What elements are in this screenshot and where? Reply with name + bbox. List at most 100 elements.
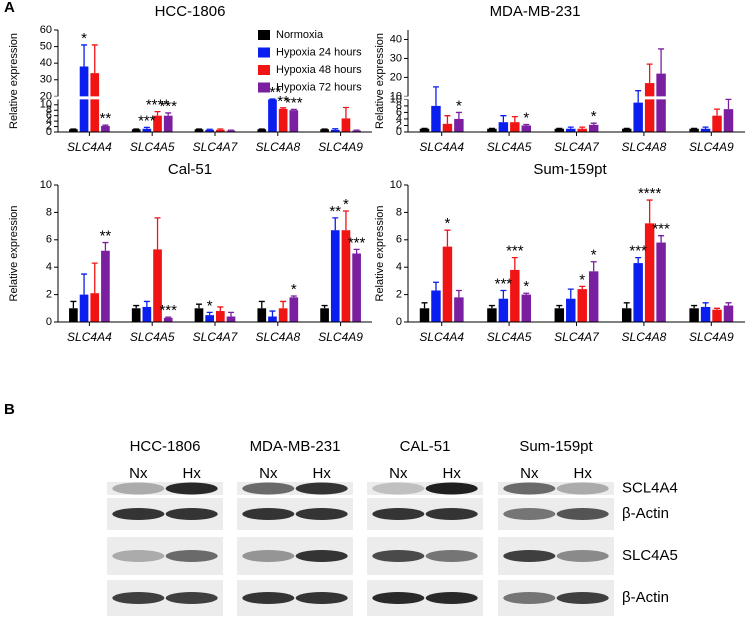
bar (289, 297, 299, 322)
y-tick-label: 6 (46, 110, 52, 122)
x-tick-label: SLC4A4 (419, 330, 464, 344)
bar (142, 306, 152, 322)
bar (194, 129, 204, 132)
bar (689, 308, 699, 322)
x-tick-label: SLC4A7 (554, 330, 600, 344)
bar (278, 308, 288, 322)
significance-label: *** (629, 243, 647, 260)
error-bar (154, 217, 161, 250)
lane-label: Nx (129, 465, 148, 482)
blot-band (165, 550, 218, 562)
bar (644, 83, 655, 132)
blot-band (372, 592, 425, 604)
axis-break (52, 96, 372, 100)
x-tick-label: SLC4A7 (554, 140, 600, 154)
bar (330, 230, 340, 322)
bar (510, 269, 520, 322)
error-bar (332, 217, 339, 231)
bar (644, 223, 655, 322)
error-bar (280, 300, 287, 309)
blot-band (425, 508, 478, 520)
y-tick-label: 8 (396, 100, 402, 112)
bar (320, 308, 329, 322)
y-tick-label: 10 (390, 179, 402, 191)
bar (90, 293, 100, 322)
bar (320, 129, 329, 132)
error-bar (290, 295, 297, 298)
blot-band (372, 550, 425, 562)
bar (226, 130, 236, 132)
bar (700, 128, 711, 132)
x-tick-label: SLC4A7 (193, 140, 239, 154)
error-bar (102, 124, 109, 127)
significance-label: * (579, 271, 585, 288)
y-tick-label: 2 (46, 120, 52, 132)
bar (352, 253, 361, 322)
bar (131, 129, 141, 132)
y-tick-label: 20 (40, 90, 52, 102)
error-bar (195, 303, 202, 309)
significance-label: ** (277, 93, 289, 110)
bar (419, 308, 430, 322)
significance-label: *** (138, 112, 156, 129)
bar (163, 115, 173, 132)
blot-band (295, 508, 348, 520)
y-tick-label: 60 (40, 24, 52, 36)
error-bar (590, 122, 597, 125)
error-bar (455, 289, 462, 298)
bar (621, 308, 632, 322)
bar (712, 309, 722, 322)
bar (216, 311, 225, 322)
bar (621, 128, 632, 132)
bar (69, 129, 78, 132)
y-tick-label: 4 (46, 115, 52, 127)
bar (442, 123, 453, 132)
x-tick-label: SLC4A9 (689, 140, 734, 154)
error-bar (81, 273, 88, 295)
error-bar (91, 44, 98, 74)
error-bar (228, 129, 235, 131)
lane-label: Nx (520, 465, 539, 482)
bar (257, 129, 267, 132)
significance-label: * (523, 278, 529, 295)
y-tick-label: 50 (40, 40, 52, 52)
x-tick-label: SLC4A5 (487, 140, 532, 154)
error-bar (70, 300, 77, 309)
significance-label: **** (638, 185, 662, 202)
bar (656, 242, 666, 322)
bar (487, 308, 497, 322)
bar (566, 298, 576, 322)
error-bar (353, 129, 360, 131)
error-bar (635, 90, 642, 103)
error-bar (567, 126, 574, 129)
bar (153, 115, 162, 132)
blot-band (112, 592, 165, 604)
error-bar (702, 126, 709, 129)
bar (268, 99, 277, 132)
lane-label: Hx (574, 465, 593, 482)
bar (554, 128, 565, 132)
error-bar (658, 48, 665, 74)
legend-label: Hypoxia 72 hours (276, 81, 362, 93)
error-bar (579, 285, 586, 290)
y-tick-label: 0 (396, 126, 402, 138)
blot-band (165, 508, 218, 520)
y-tick-label: 0 (396, 316, 402, 328)
x-tick-label: SLC4A9 (318, 330, 363, 344)
y-axis-label: Relative expression (374, 33, 386, 129)
bar (431, 290, 441, 322)
blot-band (242, 508, 295, 520)
lane-label: Hx (313, 465, 332, 482)
y-tick-label: 6 (396, 234, 402, 246)
protein-label: β-Actin (622, 505, 669, 522)
chart-title: Sum-159pt (533, 161, 607, 178)
error-bar (725, 98, 732, 110)
y-tick-label: 6 (46, 234, 52, 246)
y-tick-label: 6 (396, 106, 402, 118)
error-bar (353, 248, 360, 254)
bar (442, 246, 453, 322)
error-bar (658, 235, 665, 243)
bar (521, 125, 532, 132)
bar (633, 102, 643, 132)
